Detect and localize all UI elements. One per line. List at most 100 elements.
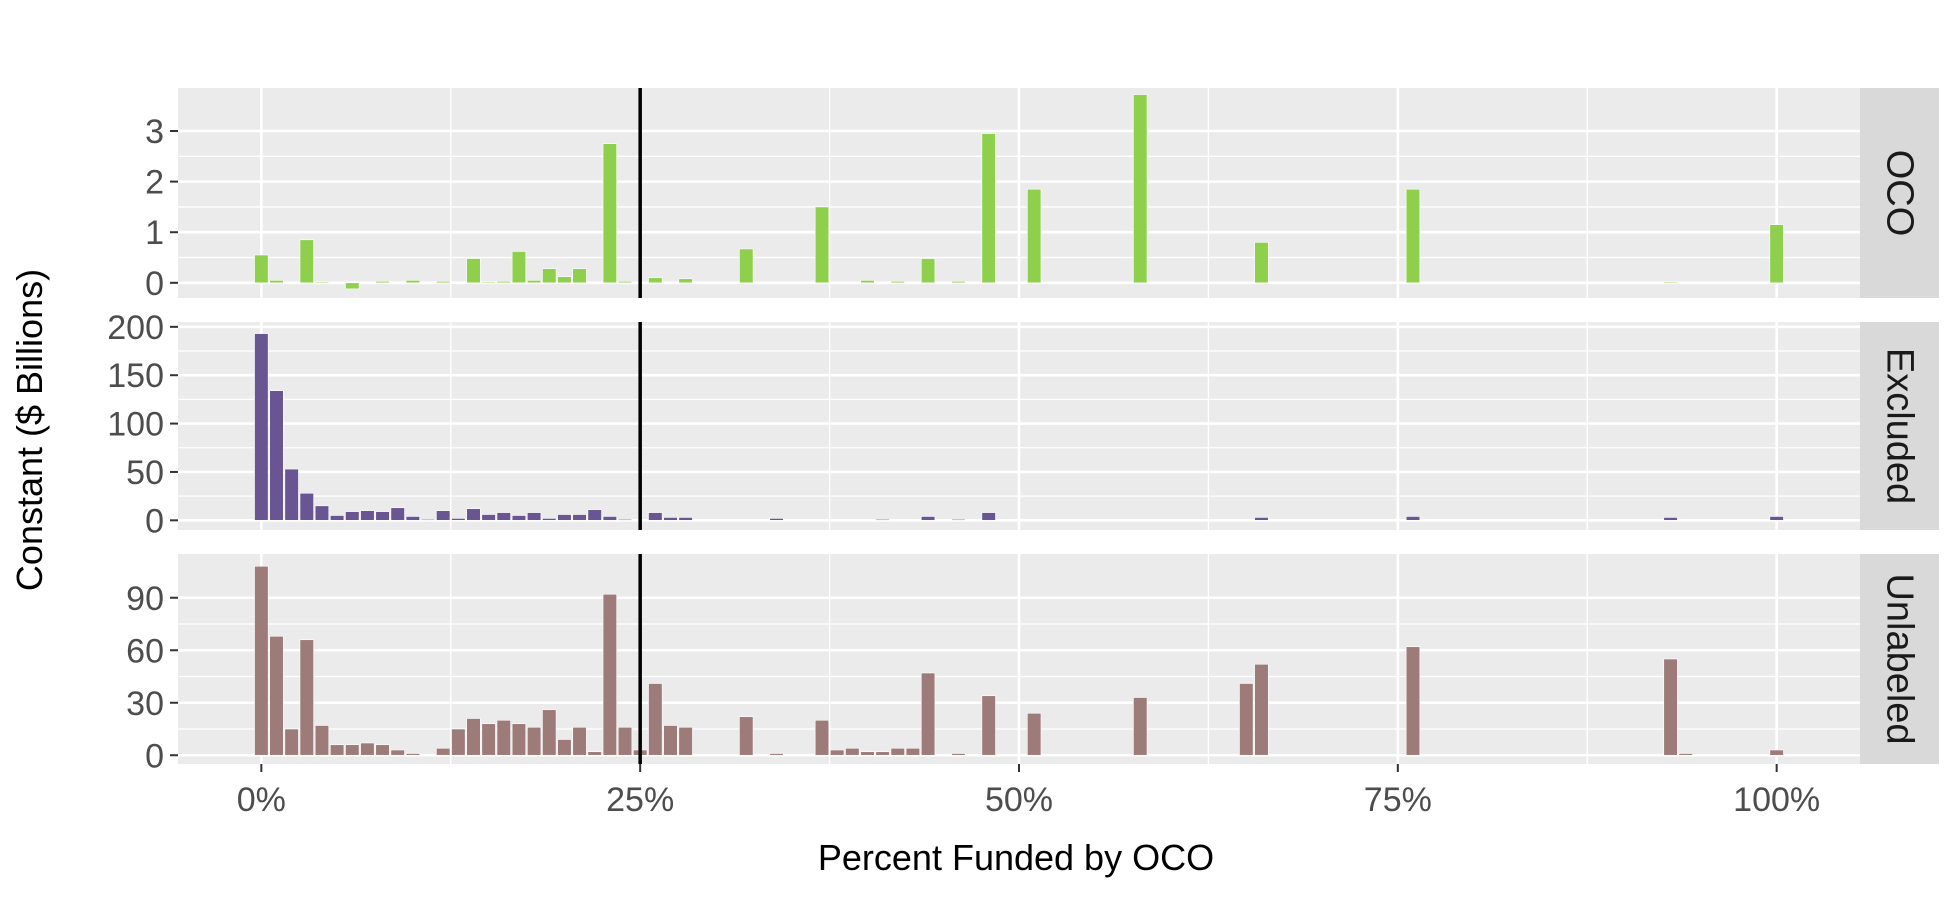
bar-excluded <box>587 509 602 521</box>
bar-excluded <box>1769 516 1784 521</box>
bar-unlabeled <box>451 728 466 756</box>
bar-unlabeled <box>739 716 754 756</box>
bar-unlabeled <box>860 751 875 756</box>
bar-oco <box>678 278 693 284</box>
bar-unlabeled <box>496 719 511 756</box>
bar-oco <box>617 281 633 284</box>
bar-unlabeled <box>345 744 360 756</box>
bar-excluded <box>405 516 420 521</box>
bar-excluded <box>345 511 360 521</box>
bar-unlabeled <box>299 639 314 756</box>
bar-unlabeled <box>951 753 966 756</box>
bar-excluded <box>254 333 269 521</box>
bar-unlabeled <box>572 726 587 756</box>
bar-unlabeled <box>1133 697 1148 756</box>
y-tick-label-excluded: 150 <box>107 357 164 395</box>
bar-excluded <box>557 514 572 521</box>
x-tick-label: 50% <box>985 781 1053 819</box>
bar-oco <box>254 254 269 284</box>
bar-unlabeled <box>678 726 693 756</box>
bar-oco <box>269 279 284 284</box>
y-tick-label-unlabeled: 60 <box>126 632 164 670</box>
bar-unlabeled <box>920 672 936 756</box>
facet-strip-excluded <box>1860 322 1939 530</box>
bar-excluded <box>284 468 299 521</box>
bar-oco <box>375 281 390 284</box>
bar-excluded <box>314 505 330 521</box>
bar-excluded <box>436 510 451 521</box>
y-tick-label-excluded: 200 <box>107 309 164 347</box>
y-tick-label-unlabeled: 90 <box>126 580 164 618</box>
bar-oco <box>1769 224 1784 284</box>
x-tick-label: 0% <box>237 781 286 819</box>
bar-unlabeled <box>466 718 481 756</box>
y-tick-label-unlabeled: 0 <box>145 737 164 775</box>
bar-excluded <box>678 517 693 521</box>
bar-unlabeled <box>405 753 420 756</box>
bar-oco <box>572 268 587 284</box>
bar-excluded <box>375 511 390 521</box>
bar-oco <box>1405 188 1421 284</box>
bar-unlabeled <box>1678 753 1693 756</box>
x-axis-title: Percent Funded by OCO <box>818 837 1214 878</box>
bar-oco <box>648 277 663 284</box>
bar-unlabeled <box>1769 749 1784 756</box>
bar-excluded <box>420 519 436 521</box>
x-tick-label: 100% <box>1733 781 1820 819</box>
y-tick-label-excluded: 50 <box>126 454 164 492</box>
bar-unlabeled <box>1663 658 1678 756</box>
bar-unlabeled <box>845 747 860 756</box>
bar-unlabeled <box>663 725 678 756</box>
bar-unlabeled <box>284 728 299 756</box>
bar-unlabeled <box>390 749 405 756</box>
bar-oco <box>981 133 996 284</box>
bar-excluded <box>769 518 784 521</box>
bar-excluded <box>329 515 345 521</box>
bar-excluded <box>496 512 511 521</box>
y-axis-title: Constant ($ Billions) <box>9 269 50 591</box>
bar-unlabeled <box>329 744 345 756</box>
bar-excluded <box>511 515 527 521</box>
bar-oco <box>511 251 527 284</box>
bar-unlabeled <box>557 739 572 756</box>
bar-excluded <box>360 510 375 521</box>
bar-oco <box>739 248 754 284</box>
bar-unlabeled <box>436 747 451 756</box>
bar-excluded <box>951 519 966 521</box>
bar-unlabeled <box>587 751 602 756</box>
y-tick-label-oco: 2 <box>145 164 164 202</box>
bar-excluded <box>526 512 542 521</box>
x-tick-label: 25% <box>606 781 674 819</box>
bar-unlabeled <box>814 719 830 756</box>
bar-oco <box>542 268 557 284</box>
bar-oco <box>526 279 542 284</box>
bar-unlabeled <box>1027 712 1042 756</box>
bar-excluded <box>1254 517 1269 521</box>
bar-unlabeled <box>1405 646 1421 756</box>
bar-excluded <box>602 516 617 521</box>
bar-oco <box>1254 242 1269 284</box>
bar-excluded <box>542 518 557 521</box>
bar-oco <box>496 281 511 284</box>
bar-unlabeled <box>254 565 269 756</box>
y-tick-label-excluded: 100 <box>107 406 164 444</box>
bar-oco <box>405 279 420 284</box>
bar-oco <box>466 258 481 284</box>
bar-excluded <box>466 508 481 521</box>
facet-label-unlabeled: Unlabeled <box>1879 573 1921 744</box>
x-tick-label: 75% <box>1364 781 1432 819</box>
bar-unlabeled <box>769 753 784 756</box>
bar-unlabeled <box>511 723 527 756</box>
bar-oco <box>436 281 451 284</box>
bar-excluded <box>1405 516 1421 521</box>
bar-oco <box>481 281 496 284</box>
bar-excluded <box>981 512 996 521</box>
bar-excluded <box>481 514 496 521</box>
bar-unlabeled <box>526 726 542 756</box>
bar-oco <box>860 279 875 284</box>
bar-unlabeled <box>617 726 633 756</box>
facet-label-excluded: Excluded <box>1879 348 1921 504</box>
bar-oco <box>299 239 314 284</box>
bar-oco <box>1133 94 1148 284</box>
